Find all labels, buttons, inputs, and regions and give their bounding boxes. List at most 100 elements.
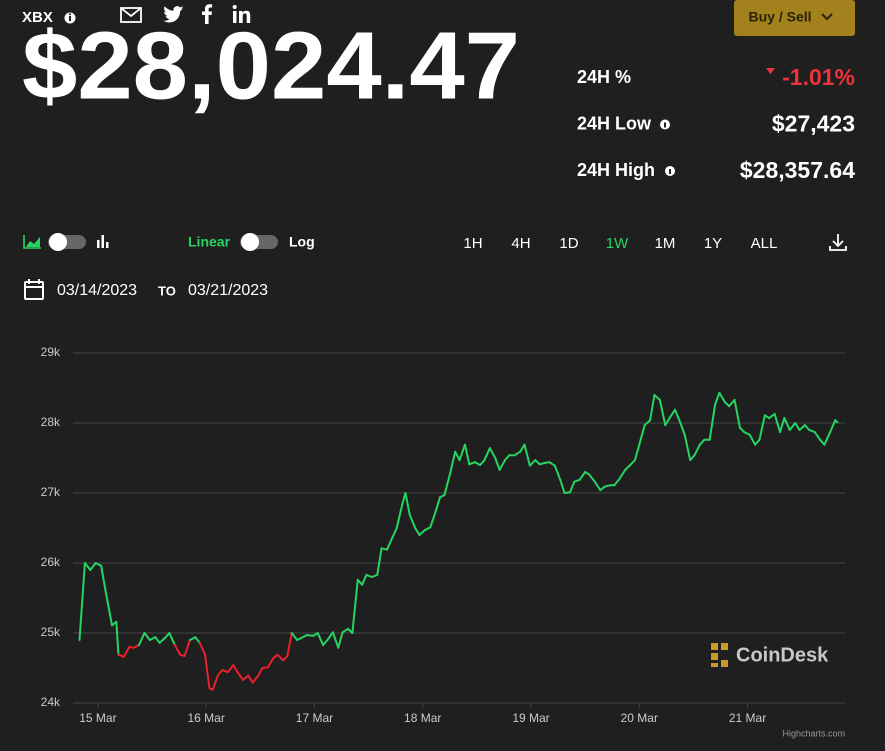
line-segment [341,627,350,634]
line-segment [433,496,442,516]
range-button[interactable]: 1H [463,235,482,252]
x-tick-label: 18 Mar [404,711,441,725]
buy-sell-button[interactable]: Buy / Sell [734,0,855,36]
stat-value: $27,423 [772,111,855,137]
line-segment [390,527,398,541]
line-segment [733,398,741,429]
line-segment [305,634,315,637]
line-segment [553,464,562,481]
line-segment [247,674,254,684]
line-segment [559,478,566,494]
line-segment [643,419,652,427]
mail-icon[interactable] [120,7,142,23]
line-segment [241,674,250,681]
line-segment [104,589,113,627]
line-segment [568,480,576,494]
plot: 24k 25k 26k 27k 28k 29k 15 Mar 16 Mar 17 Mar 18 M… [41,345,845,725]
info-icon[interactable] [64,12,76,24]
line-segment [779,417,786,434]
info-icon[interactable] [665,166,675,176]
line-segment [488,447,497,459]
line-segment [633,443,641,462]
line-segment [823,431,831,446]
range-button[interactable]: ALL [751,235,778,252]
line-segment [395,503,404,529]
line-segment [154,636,161,644]
line-segment [115,620,120,656]
range-button[interactable]: 4H [511,235,530,252]
line-segment [100,564,107,592]
chart-type-toggle[interactable] [23,233,109,251]
line-segment [813,431,822,441]
line-segment [653,394,661,401]
credit[interactable]: Highcharts.com [782,728,845,738]
line-segment [194,636,201,644]
line-segment [548,461,556,467]
twitter-icon[interactable] [163,6,184,23]
line-segment [828,419,837,434]
line-segment [658,398,667,427]
line-segment [322,639,329,646]
line-segment [794,422,801,431]
line-segment [316,632,325,646]
line-segment [232,664,239,674]
line-segment [834,419,839,424]
line-segment [728,398,736,408]
line-segment [628,459,636,467]
info-bar [669,169,671,174]
range-button[interactable]: 1Y [704,235,722,252]
stat-value: $28,357.64 [740,157,855,183]
calendar-icon[interactable] [24,279,44,300]
line-segment [257,667,264,677]
range-button[interactable]: 1D [559,235,578,252]
line-segment [458,443,466,462]
watermark-text: CoinDesk [736,644,829,666]
line-segment [718,391,726,403]
line-segment [454,450,461,462]
line-segment [94,562,103,567]
line-segment [528,459,537,467]
line-segment [188,636,197,641]
line-segment [788,422,797,431]
range-button[interactable]: 1W [606,235,629,252]
line-segment [337,631,344,649]
line-segment [803,424,811,431]
line-segment [408,513,417,529]
line-segment [290,632,299,641]
info-icon[interactable] [660,119,670,130]
facebook-icon[interactable] [202,4,213,25]
date-from[interactable]: 03/14/2023 [57,282,137,299]
scale-toggle[interactable] [240,233,278,251]
y-tick-label: 25k [41,625,61,639]
line-segment [693,443,701,457]
linear-label[interactable]: Linear [188,234,231,250]
line-segment [78,562,86,641]
line-segment [236,671,244,681]
line-segment [361,573,368,586]
date-to[interactable]: 03/21/2023 [188,282,268,299]
line-segment [618,468,627,480]
line-segment [448,450,457,476]
line-segment [649,394,656,422]
line-segment [132,643,141,649]
y-tick-label: 29k [41,345,61,359]
stat-label: 24H % [577,67,631,87]
line-segment [683,433,692,462]
line-segment [122,646,131,658]
line-segment [638,424,646,446]
line-segment [743,431,751,436]
line-segment [251,674,260,684]
log-label[interactable]: Log [289,234,315,250]
stat-label: 24H High [577,160,655,180]
line-segment [783,417,791,431]
linkedin-icon[interactable] [232,4,251,23]
download-icon[interactable] [829,234,847,251]
range-button[interactable]: 1M [655,235,676,252]
line-segment [578,471,587,481]
range-buttons: 1H 4H 1D 1W 1M 1Y ALL [463,235,777,252]
line-segment [714,391,721,406]
line-segment [158,636,167,644]
y-tick-label: 26k [41,555,61,569]
x-tick-label: 16 Mar [187,711,224,725]
line-segment [708,403,717,441]
